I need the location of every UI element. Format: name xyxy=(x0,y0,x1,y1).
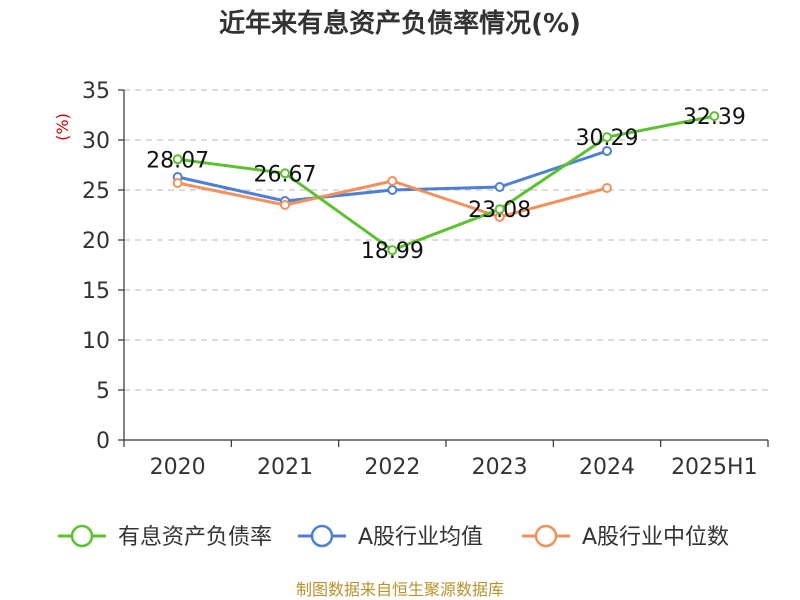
data-labels: 28.07 26.67 18.99 23.08 30.29 32.39 xyxy=(146,105,746,264)
data-point xyxy=(494,204,505,215)
legend-label: A股行业均值 xyxy=(358,525,483,550)
legend-label: 有息资产负债率 xyxy=(118,525,272,550)
legend: 有息资产负债率 A股行业均值 A股行业中位数 xyxy=(58,524,729,550)
grid-lines xyxy=(124,89,768,391)
x-tick-label: 2020 xyxy=(150,455,206,480)
x-tick-label: 2025H1 xyxy=(671,455,758,480)
y-tick-label: 30 xyxy=(82,129,110,154)
data-point xyxy=(494,182,505,192)
series-line xyxy=(177,114,715,252)
chart-title: 近年来有息资产负债率情况(%) xyxy=(219,8,581,39)
y-axis-ticks: 0 5 10 15 20 25 30 35 xyxy=(82,79,110,454)
x-axis-ticks: 2020 2021 2022 2023 2024 2025H1 xyxy=(150,455,758,480)
legend-label: A股行业中位数 xyxy=(582,525,729,550)
y-tick-label: 5 xyxy=(96,379,110,404)
data-point xyxy=(387,245,398,256)
data-point xyxy=(602,132,612,143)
data-point xyxy=(602,146,612,156)
data-point xyxy=(709,111,720,122)
x-tick-label: 2021 xyxy=(257,455,313,480)
x-tick-label: 2022 xyxy=(364,455,420,480)
y-tick-label: 20 xyxy=(82,229,110,254)
data-label: 32.39 xyxy=(683,105,746,130)
data-point xyxy=(172,178,183,188)
data-point xyxy=(387,176,398,186)
data-point xyxy=(172,154,183,165)
y-axis-label: (%) xyxy=(53,113,72,141)
data-label: 23.08 xyxy=(468,198,531,223)
legend-marker xyxy=(70,524,94,548)
data-point xyxy=(280,168,290,179)
data-label: 18.99 xyxy=(361,239,424,264)
y-tick-label: 15 xyxy=(82,279,110,304)
axes xyxy=(118,89,769,447)
data-point xyxy=(602,183,612,193)
data-label: 26.67 xyxy=(254,162,317,187)
data-label: 30.29 xyxy=(576,126,639,151)
legend-marker xyxy=(534,524,558,548)
series-lines xyxy=(172,111,720,256)
data-label: 28.07 xyxy=(146,148,209,173)
data-point xyxy=(387,185,398,195)
y-tick-label: 10 xyxy=(82,329,110,354)
data-point xyxy=(280,200,290,210)
y-tick-label: 0 xyxy=(96,429,110,454)
x-tick-label: 2023 xyxy=(472,455,528,480)
source-note: 制图数据来自恒生聚源数据库 xyxy=(296,580,504,599)
y-tick-label: 25 xyxy=(82,179,110,204)
x-tick-label: 2024 xyxy=(579,455,635,480)
legend-marker xyxy=(310,524,334,548)
y-tick-label: 35 xyxy=(82,79,110,104)
